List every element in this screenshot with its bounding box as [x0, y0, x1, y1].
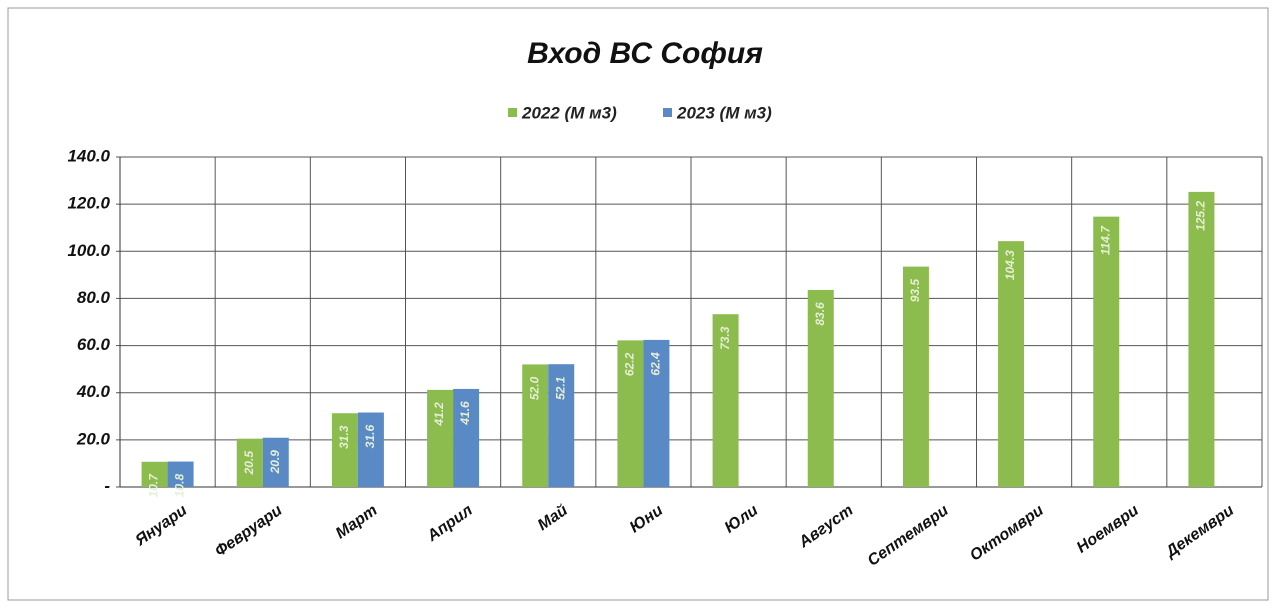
y-tick-label: - — [104, 476, 110, 495]
value-label: 62.4 — [649, 352, 663, 376]
bar — [357, 412, 384, 487]
bar — [712, 314, 739, 487]
value-label: 20.5 — [242, 451, 256, 476]
value-label: 52.1 — [553, 376, 567, 400]
y-tick-label: 120.0 — [67, 194, 110, 213]
legend-label: 2022 (М м3) — [521, 103, 617, 122]
bar — [807, 289, 834, 487]
y-tick-label: 60.0 — [77, 335, 111, 354]
bar — [1188, 191, 1215, 487]
value-label: 83.6 — [813, 302, 827, 326]
bar — [1093, 216, 1120, 487]
y-tick-label: 80.0 — [77, 288, 111, 307]
bar — [453, 388, 480, 487]
value-label: 93.5 — [908, 279, 922, 303]
bar — [522, 364, 549, 487]
y-tick-label: 40.0 — [76, 382, 111, 401]
bar — [643, 339, 670, 487]
bar — [548, 364, 575, 487]
bar — [427, 389, 454, 487]
value-label: 10.8 — [173, 474, 187, 498]
bar — [331, 413, 358, 487]
bar — [236, 438, 263, 487]
y-tick-label: 140.0 — [67, 146, 110, 165]
bar — [141, 461, 168, 487]
legend-swatch — [663, 108, 672, 117]
chart-frame — [7, 7, 1269, 601]
bar — [262, 437, 289, 487]
value-label: 31.6 — [363, 425, 377, 449]
value-label: 10.7 — [147, 473, 161, 498]
chart-title: Вход ВС София — [527, 37, 763, 70]
bar — [902, 266, 929, 487]
value-label: 62.2 — [623, 352, 637, 376]
value-label: 125.2 — [1194, 201, 1208, 231]
y-tick-label: 20.0 — [76, 429, 111, 448]
value-label: 31.3 — [337, 425, 351, 449]
value-label: 20.9 — [268, 450, 282, 475]
value-label: 104.3 — [1003, 250, 1017, 280]
value-label: 41.6 — [458, 401, 472, 426]
legend-label: 2023 (М м3) — [676, 103, 772, 122]
value-label: 41.2 — [432, 402, 446, 427]
bar — [167, 461, 194, 487]
legend-swatch — [508, 108, 517, 117]
value-label: 52.0 — [527, 376, 541, 400]
value-label: 73.3 — [718, 326, 732, 350]
y-tick-label: 100.0 — [67, 241, 110, 260]
bar — [617, 340, 644, 487]
bar — [998, 241, 1025, 487]
value-label: 114.7 — [1098, 225, 1112, 255]
